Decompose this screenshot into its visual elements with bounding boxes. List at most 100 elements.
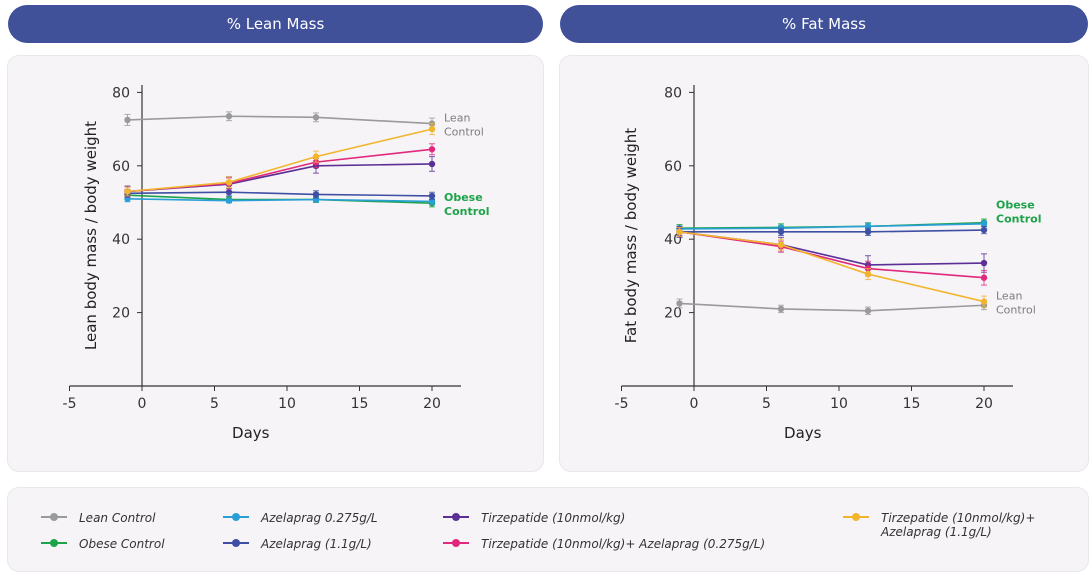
y-tick-label: 20 bbox=[112, 306, 130, 322]
x-tick-label: 10 bbox=[278, 396, 296, 412]
legend-marker-icon bbox=[41, 511, 67, 523]
y-tick-label: 80 bbox=[664, 85, 682, 101]
y-tick-label: 60 bbox=[112, 159, 130, 175]
y-axis-label: Fat body mass / body weight bbox=[622, 128, 640, 344]
legend-marker-icon bbox=[443, 537, 469, 549]
series-tirzepatide-10nmol-kg-azelaprag-1-1g-l bbox=[676, 226, 988, 308]
series-end-label-line: Control bbox=[996, 303, 1036, 316]
series-line bbox=[679, 231, 985, 303]
series-end-label-line: Lean bbox=[996, 289, 1022, 302]
legend-label: Obese Control bbox=[79, 537, 165, 551]
series-end-label: Lean Control bbox=[996, 289, 1036, 316]
legend-label: Tirzepatide (10nmol/kg)+ Azelaprag (1.1g… bbox=[881, 511, 1036, 539]
data-point bbox=[312, 114, 320, 121]
data-point bbox=[428, 160, 436, 168]
x-tick-label: 5 bbox=[210, 396, 219, 412]
legend-label: Lean Control bbox=[79, 511, 156, 525]
data-point bbox=[980, 226, 988, 234]
x-tick-label: -5 bbox=[615, 396, 629, 412]
series-end-label-line: Control bbox=[444, 205, 489, 218]
series-tirzepatide-10nmol-kg-azelaprag-1-1g-l bbox=[124, 123, 436, 197]
data-point bbox=[225, 189, 233, 196]
series-lean-control bbox=[124, 111, 436, 130]
series-end-label: Obese Control bbox=[444, 191, 489, 218]
legend-item-azelaprag-0275: Azelaprag 0.275g/L bbox=[223, 511, 378, 525]
y-tick-label: 20 bbox=[664, 306, 682, 322]
series-end-label-line: Obese bbox=[996, 199, 1035, 212]
legend-item-obese-control: Obese Control bbox=[41, 537, 165, 551]
series-line bbox=[679, 229, 985, 233]
series-end-label: Lean Control bbox=[444, 112, 484, 139]
data-point bbox=[428, 146, 436, 153]
data-point bbox=[225, 179, 233, 186]
data-point bbox=[225, 113, 233, 120]
series-tirzepatide-10nmol-kg bbox=[676, 225, 988, 275]
legend-item-tirzepatide-azelaprag-11: Tirzepatide (10nmol/kg)+ Azelaprag (1.1g… bbox=[843, 511, 1035, 539]
legend-label: Azelaprag (1.1g/L) bbox=[261, 537, 372, 551]
y-axis-label: Lean body mass / body weight bbox=[82, 121, 100, 350]
data-point bbox=[124, 116, 131, 124]
series-end-label: Obese Control bbox=[996, 199, 1041, 226]
data-point bbox=[777, 228, 785, 236]
data-point bbox=[312, 191, 320, 198]
fat-mass-chart-panel: -5 0 5 10 15 20 20 40 60 80 Days Fat body mass / bo… bbox=[559, 55, 1089, 472]
series-end-label-line: Lean bbox=[444, 112, 470, 125]
x-tick-label: 5 bbox=[762, 396, 771, 412]
data-point bbox=[676, 300, 683, 307]
x-tick-label: 0 bbox=[690, 396, 699, 412]
legend-marker-icon bbox=[843, 511, 869, 523]
data-point bbox=[676, 228, 683, 236]
legend-marker-icon bbox=[41, 537, 67, 549]
data-point bbox=[864, 307, 872, 314]
x-tick-label: -5 bbox=[63, 396, 77, 412]
series-line bbox=[679, 231, 985, 279]
legend-label: Tirzepatide (10nmol/kg) bbox=[481, 511, 626, 525]
data-point bbox=[980, 274, 988, 281]
series-end-label-line: Control bbox=[996, 213, 1041, 226]
legend-label: Azelaprag 0.275g/L bbox=[261, 511, 378, 525]
series-line bbox=[127, 128, 433, 193]
series-line bbox=[679, 302, 985, 312]
legend-item-tirzepatide-azelaprag-0275: Tirzepatide (10nmol/kg)+ Azelaprag (0.27… bbox=[443, 537, 765, 551]
x-tick-label: 20 bbox=[975, 396, 993, 412]
series-line bbox=[127, 198, 433, 203]
fat-mass-banner: % Fat Mass bbox=[560, 5, 1088, 43]
lean-mass-chart: -5 0 5 10 15 20 20 40 60 80 Days Lean body mass / b… bbox=[63, 85, 489, 442]
legend-label: Tirzepatide (10nmol/kg)+ Azelaprag (0.27… bbox=[481, 537, 766, 551]
data-point bbox=[864, 228, 872, 236]
x-tick-label: 0 bbox=[138, 396, 147, 412]
data-point bbox=[225, 197, 233, 204]
data-point bbox=[777, 241, 785, 248]
y-tick-label: 40 bbox=[112, 232, 130, 248]
legend-item-lean-control: Lean Control bbox=[41, 511, 155, 525]
series-end-label-line: Control bbox=[444, 126, 484, 139]
series-line bbox=[127, 191, 433, 197]
data-point bbox=[980, 259, 988, 267]
legend-marker-icon bbox=[223, 537, 249, 549]
series-azelaprag-1-1g-l bbox=[124, 188, 436, 201]
data-point bbox=[980, 220, 988, 227]
data-point bbox=[864, 270, 872, 278]
lean-mass-banner: % Lean Mass bbox=[8, 5, 543, 43]
data-point bbox=[777, 305, 785, 313]
series-lean-control bbox=[676, 298, 988, 315]
data-point bbox=[428, 192, 436, 200]
x-tick-label: 10 bbox=[830, 396, 848, 412]
x-tick-label: 20 bbox=[423, 396, 441, 412]
x-tick-label: 15 bbox=[903, 396, 921, 412]
x-axis-label: Days bbox=[784, 424, 822, 442]
chart-legend: Lean Control Obese Control Azelaprag 0.2… bbox=[7, 487, 1089, 572]
series-line bbox=[679, 222, 985, 230]
x-tick-label: 15 bbox=[351, 396, 369, 412]
legend-marker-icon bbox=[223, 511, 249, 523]
x-axis-label: Days bbox=[232, 424, 270, 442]
data-point bbox=[980, 298, 988, 305]
series-line bbox=[127, 148, 433, 193]
series-tirzepatide-10nmol-kg bbox=[124, 156, 436, 198]
y-tick-label: 80 bbox=[112, 85, 130, 101]
series-end-label-line: Obese bbox=[444, 191, 483, 204]
legend-marker-icon bbox=[443, 511, 469, 523]
series-line bbox=[127, 115, 433, 125]
data-point bbox=[428, 125, 436, 133]
